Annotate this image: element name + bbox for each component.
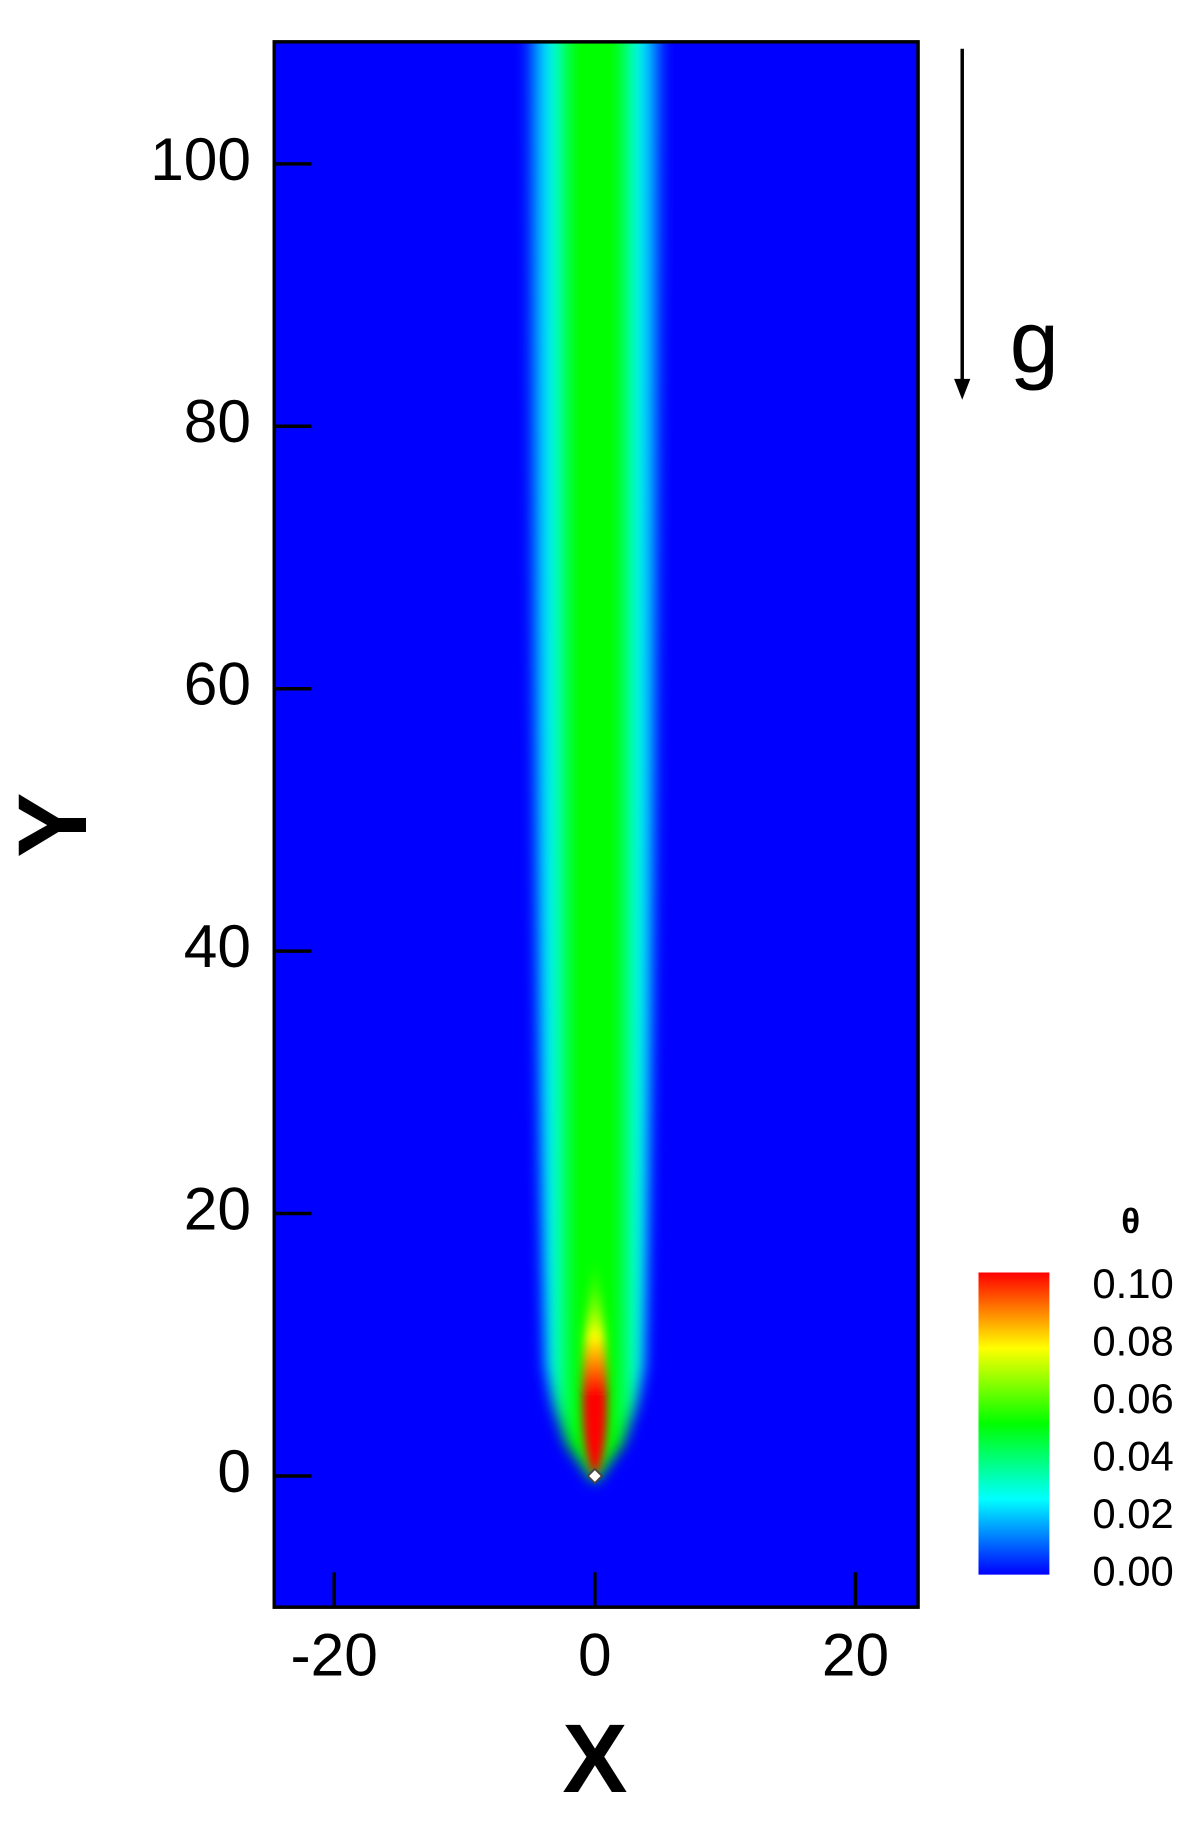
source-marker xyxy=(586,1467,604,1485)
colorbar-tick-label: 0.02 xyxy=(1092,1490,1173,1537)
colorbar-tick-label: 0.08 xyxy=(1092,1317,1173,1364)
gravity-arrowhead xyxy=(954,378,971,400)
colorbar-tick-label: 0.10 xyxy=(1092,1260,1173,1307)
x-tick-label: 0 xyxy=(578,1620,612,1688)
y-tick-label: 0 xyxy=(217,1437,251,1505)
colorbar-title: θ xyxy=(1121,1202,1140,1241)
plot-area xyxy=(274,41,919,1608)
y-tick-label: 100 xyxy=(150,125,251,193)
gravity-label: g xyxy=(1010,292,1059,391)
colorbar-tick-label: 0.00 xyxy=(1092,1548,1173,1595)
plume-field xyxy=(524,41,666,1484)
colorbar xyxy=(978,1272,1050,1575)
y-tick-label: 80 xyxy=(184,387,251,455)
y-tick-label: 40 xyxy=(184,912,251,980)
y-tick-label: 20 xyxy=(184,1174,251,1242)
y-tick-label: 60 xyxy=(184,650,251,718)
y-axis-label: Y xyxy=(0,793,107,858)
plume-core xyxy=(582,1243,608,1476)
x-axis-label: X xyxy=(562,1704,627,1813)
x-tick-label: 20 xyxy=(822,1620,889,1688)
colorbar-tick-label: 0.04 xyxy=(1092,1433,1173,1480)
colorbar-tick-label: 0.06 xyxy=(1092,1375,1173,1422)
x-tick-label: -20 xyxy=(291,1620,378,1688)
